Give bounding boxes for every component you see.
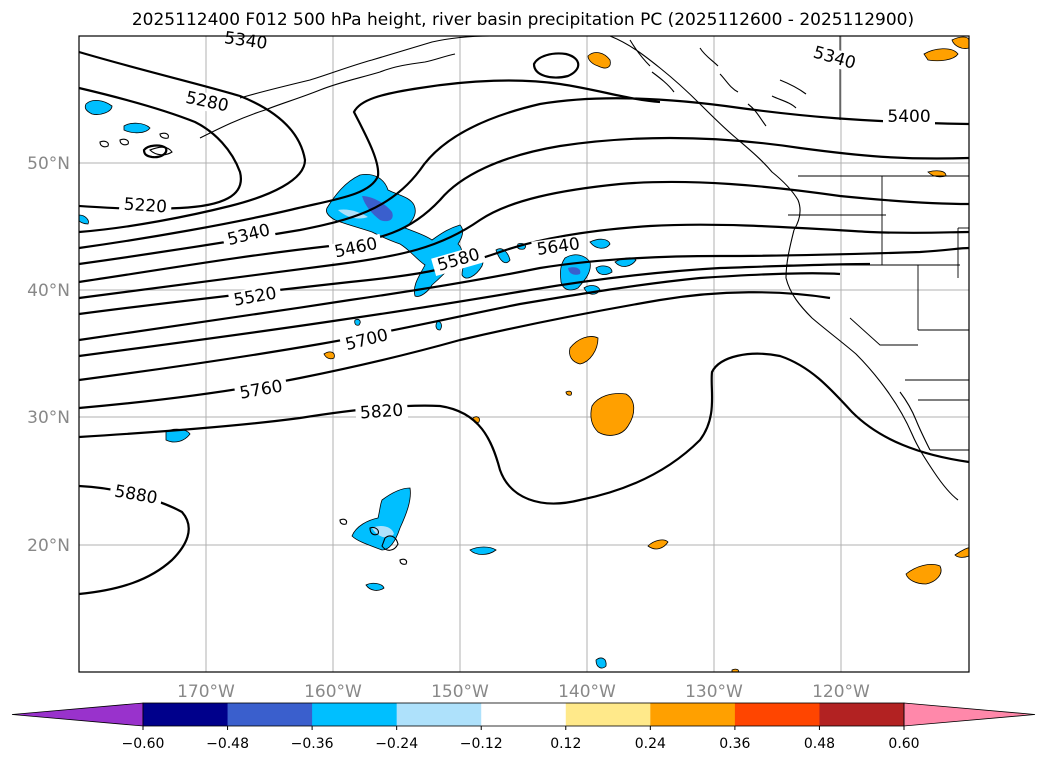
precip-negative-area <box>351 487 411 551</box>
map-title: 2025112400 F012 500 hPa height, river ba… <box>132 10 914 30</box>
colorbar-tick-label: 0.48 <box>804 736 835 752</box>
colorbar: −0.60 −0.48 −0.36 −0.24 −0.12 0.12 0.24 0.36 0.4… <box>11 702 1036 752</box>
precip-positive-area <box>905 564 942 585</box>
map-background <box>79 36 969 672</box>
lon-label-140w: 140°W <box>558 682 616 702</box>
precip-positive-area <box>647 539 669 550</box>
lon-label-170w: 170°W <box>177 682 235 702</box>
colorbar-tick-label: −0.60 <box>122 736 165 752</box>
lat-label-40n: 40°N <box>27 281 70 301</box>
latitude-labels: 50°N 40°N 30°N 20°N <box>27 154 70 556</box>
colorbar-segment <box>481 703 567 726</box>
precip-negative-area <box>469 546 497 555</box>
map-border <box>78 35 970 673</box>
precip-negative-area <box>365 582 385 591</box>
precip-negative-area <box>123 122 151 134</box>
colorbar-outline <box>142 702 905 727</box>
coastlines <box>99 35 959 565</box>
precip-positive-area <box>923 48 959 62</box>
longitude-labels: 170°W 160°W 150°W 140°W 130°W 120°W <box>177 682 870 702</box>
colorbar-segment <box>143 703 229 726</box>
contour-label: 5400 <box>887 107 930 127</box>
colorbar-tick-label: −0.24 <box>375 736 418 752</box>
precip-negative-area <box>595 657 607 669</box>
colorbar-segment <box>565 703 651 726</box>
lon-label-160w: 160°W <box>304 682 362 702</box>
lat-label-50n: 50°N <box>27 154 70 174</box>
colorbar-segment <box>11 702 144 727</box>
precip-positive-area <box>590 393 635 436</box>
precip-negative-area <box>595 265 613 276</box>
colorbar-tick-label: −0.48 <box>206 736 249 752</box>
precip-strong-negative <box>568 267 581 275</box>
precip-negative-area <box>84 100 113 115</box>
colorbar-tick-label: −0.36 <box>291 736 334 752</box>
colorbar-segment <box>734 703 820 726</box>
precip-positive-area <box>587 52 611 69</box>
colorbar-segment <box>312 703 398 726</box>
lon-label-150w: 150°W <box>431 682 489 702</box>
colorbar-tick-label: −0.12 <box>460 736 503 752</box>
colorbar-segment <box>396 703 482 726</box>
precip-positive-area <box>323 351 335 360</box>
precip-positive-area <box>565 390 573 396</box>
precip-negative-area <box>354 318 361 326</box>
precip-negative-area <box>435 321 442 331</box>
colorbar-tick-label: 0.60 <box>888 736 919 752</box>
precip-positive-area <box>569 336 599 365</box>
colorbar-tick-label: 0.24 <box>635 736 666 752</box>
precip-weak-negative <box>338 209 368 219</box>
lat-label-30n: 30°N <box>27 408 70 428</box>
lat-label-20n: 20°N <box>27 536 70 556</box>
contour-label: 5820 <box>359 401 404 424</box>
lon-label-120w: 120°W <box>812 682 870 702</box>
colorbar-segment <box>227 703 313 726</box>
precip-negative-area <box>589 238 611 249</box>
contour-label-group: 5340 5340 5280 5400 5220 5340 5460 5580 … <box>108 28 935 509</box>
colorbar-segment <box>650 703 736 726</box>
colorbar-tick-label: 0.36 <box>719 736 750 752</box>
colorbar-tick-label: 0.12 <box>550 736 581 752</box>
lon-label-130w: 130°W <box>685 682 743 702</box>
precip-strong-negative <box>362 196 393 222</box>
colorbar-segment <box>819 703 905 726</box>
contour-label: 5220 <box>123 195 168 218</box>
colorbar-segment <box>903 702 1036 727</box>
